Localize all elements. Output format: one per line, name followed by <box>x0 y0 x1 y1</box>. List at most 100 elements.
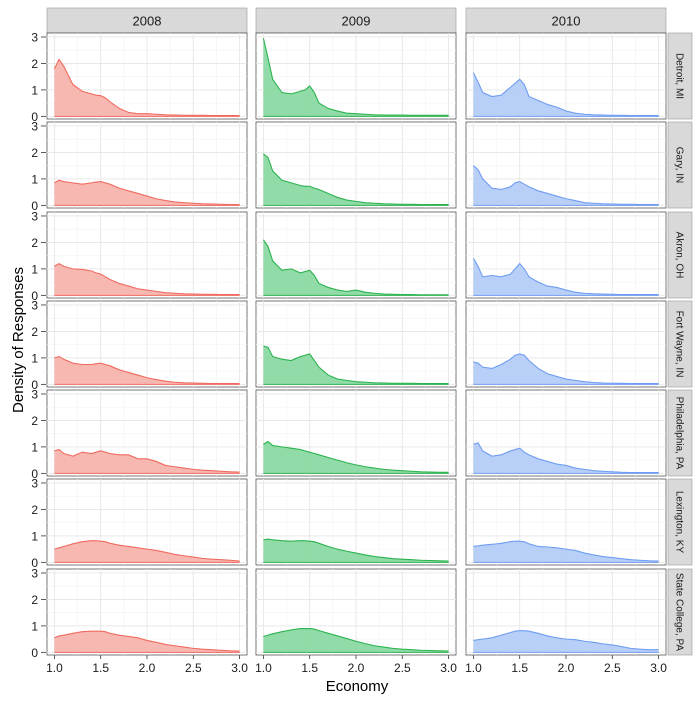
x-tick-label: 2.0 <box>139 661 156 675</box>
row-strip-label: Akron, OH <box>674 232 685 279</box>
column-strip-2010: 2010 <box>465 7 667 34</box>
density-line <box>473 630 659 651</box>
panel-akron-oh-2010 <box>465 211 667 299</box>
density-area <box>473 258 659 296</box>
density-line <box>54 355 240 385</box>
density-line <box>263 440 449 473</box>
density-line <box>54 630 240 652</box>
y-tick-label: 1 <box>31 351 38 365</box>
density-line <box>473 165 659 206</box>
row-strip-label: Philadelphia, PA <box>674 397 685 470</box>
density-area <box>263 539 449 563</box>
panel-detroit-mi-2010 <box>465 32 667 120</box>
row-strip-bg <box>667 300 693 388</box>
column-strip-label: 2010 <box>552 14 581 29</box>
row-strip-label: Fort Wayne, IN <box>674 311 685 378</box>
y-tick-label: 3 <box>31 476 38 490</box>
y-tick-label: 1 <box>31 83 38 97</box>
column-strip-2009: 2009 <box>255 7 457 34</box>
x-tick-label: 1.5 <box>511 661 528 675</box>
x-tick-label: 1.0 <box>465 661 482 675</box>
panel-philadelphia-pa-2008 <box>46 389 248 477</box>
y-tick-label: 1 <box>31 172 38 186</box>
y-tick-label: 0 <box>31 199 38 213</box>
y-tick-label: 0 <box>31 646 38 660</box>
y-tick-label: 1 <box>31 262 38 276</box>
density-area <box>473 442 659 474</box>
y-tick-label: 2 <box>31 593 38 607</box>
row-strip-gary-in: Gary, IN <box>667 121 693 209</box>
y-tick-label: 1 <box>31 619 38 633</box>
panel-state-college-pa-2008 <box>46 568 248 656</box>
density-area <box>263 345 449 385</box>
y-tick-label: 2 <box>31 57 38 71</box>
density-area <box>263 38 449 117</box>
density-line <box>473 540 659 562</box>
column-strip-bg <box>46 7 248 34</box>
x-tick-label: 2.5 <box>604 661 621 675</box>
panel-philadelphia-pa-2010 <box>465 389 667 477</box>
density-line <box>472 72 659 117</box>
row-strip-bg <box>667 121 693 209</box>
density-area <box>54 263 240 296</box>
x-tick-label: 2.5 <box>394 661 411 675</box>
y-tick-label: 3 <box>31 119 38 133</box>
row-strip-label: Detroit, MI <box>674 53 685 99</box>
x-tick-label: 3.0 <box>650 661 667 675</box>
panel-akron-oh-2008 <box>46 211 248 299</box>
density-line <box>473 353 659 385</box>
panel-fort-wayne-in-2009 <box>255 300 457 388</box>
density-line <box>263 627 449 652</box>
row-strip-bg <box>667 211 693 299</box>
panel-detroit-mi-2008 <box>46 32 248 120</box>
density-line <box>53 58 240 117</box>
column-strip-bg <box>465 7 667 34</box>
density-area <box>54 449 240 474</box>
x-tick-label: 2.0 <box>558 661 575 675</box>
row-strip-philadelphia-pa: Philadelphia, PA <box>667 389 693 477</box>
density-area <box>54 180 240 206</box>
x-tick-label: 1.0 <box>46 661 63 675</box>
density-area <box>54 631 240 653</box>
x-tick-label: 2.5 <box>185 661 202 675</box>
row-strip-state-college-pa: State College, PA <box>667 568 693 656</box>
density-area <box>473 165 659 206</box>
y-tick-label: 0 <box>31 467 38 481</box>
x-tick-label: 1.0 <box>255 661 272 675</box>
row-strip-bg <box>667 478 693 566</box>
panel-detroit-mi-2009 <box>255 32 457 120</box>
x-tick-label: 3.0 <box>440 661 457 675</box>
density-line <box>473 442 659 474</box>
density-area <box>263 628 449 653</box>
panel-gary-in-2010 <box>465 121 667 209</box>
y-tick-label: 0 <box>31 110 38 124</box>
panel-fort-wayne-in-2010 <box>465 300 667 388</box>
y-tick-label: 3 <box>31 209 38 223</box>
density-area <box>473 630 659 653</box>
y-tick-label: 1 <box>31 529 38 543</box>
row-strip-detroit-mi: Detroit, MI <box>667 32 693 120</box>
density-line <box>262 239 449 296</box>
y-tick-label: 3 <box>31 30 38 44</box>
density-line <box>54 262 240 296</box>
x-tick-label: 1.5 <box>92 661 109 675</box>
density-area <box>54 540 240 563</box>
panel-lexington-ky-2009 <box>255 478 457 566</box>
y-tick-label: 0 <box>31 556 38 570</box>
y-tick-label: 3 <box>31 298 38 312</box>
y-tick-label: 3 <box>31 387 38 401</box>
panel-gary-in-2008 <box>46 121 248 209</box>
row-strip-label: State College, PA <box>674 573 685 652</box>
column-strip-2008: 2008 <box>46 7 248 34</box>
column-strip-label: 2009 <box>342 14 371 29</box>
density-area <box>473 72 659 117</box>
density-area <box>54 59 240 117</box>
density-line <box>263 538 449 562</box>
y-tick-label: 0 <box>31 378 38 392</box>
panel-state-college-pa-2009 <box>255 568 457 656</box>
y-tick-label: 2 <box>31 236 38 250</box>
density-area <box>473 541 659 563</box>
